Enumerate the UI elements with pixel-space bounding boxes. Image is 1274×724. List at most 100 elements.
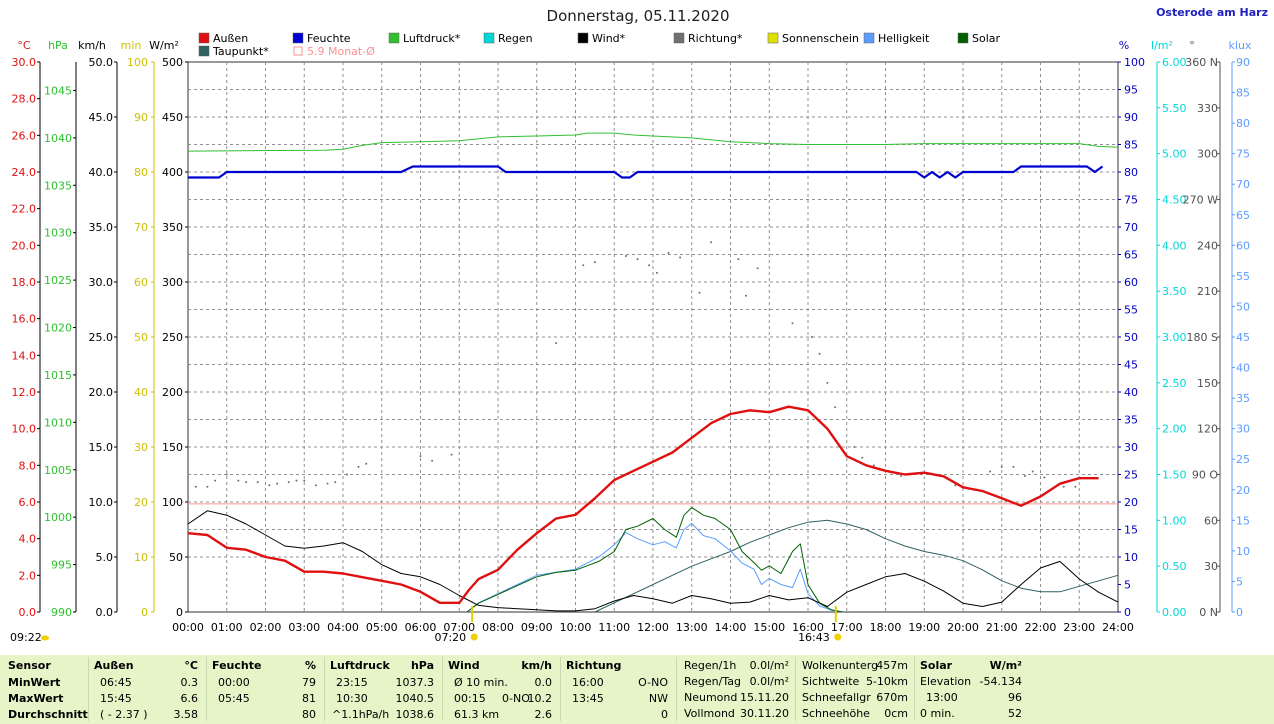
stat-header-luftdruck: Luftdruck bbox=[330, 659, 390, 672]
stat-richtung-d2: NW bbox=[648, 692, 668, 705]
y-tick-label: 30 bbox=[1236, 423, 1250, 436]
stat-regen-1h-value: 0.0l/m² bbox=[749, 659, 789, 672]
y-tick-label: 1045 bbox=[44, 84, 72, 97]
y-tick-label: 450 bbox=[162, 111, 183, 124]
stat-luftdruck-trend: ^1.1hPa/h bbox=[332, 708, 390, 721]
y-tick-label: 10.0 bbox=[89, 496, 114, 509]
stat-regen-tag-label: Regen/Tag bbox=[684, 675, 741, 688]
station-name[interactable]: Osterode am Harz bbox=[1156, 6, 1268, 19]
y-tick-label: 300 bbox=[162, 276, 183, 289]
stat-luftdruck-max: 1040.5 bbox=[395, 692, 435, 705]
y-tick-label: 24.0 bbox=[12, 166, 37, 179]
statistics-panel: Sensor MinWert MaxWert Durchschnitt Auße… bbox=[0, 655, 1274, 724]
richtung-point bbox=[1043, 476, 1046, 479]
stat-solar-time-label: 13:00 bbox=[926, 691, 958, 704]
stat-wind-avg10: Ø 10 min. bbox=[454, 676, 508, 689]
stat-luftdruck-min: 1037.3 bbox=[395, 676, 435, 689]
x-tick-label: 13:00 bbox=[676, 621, 708, 634]
stat-aussen-max: 6.6 bbox=[180, 692, 199, 705]
legend-label-wind: Wind* bbox=[592, 32, 626, 45]
y-tick-label: 0 bbox=[176, 606, 183, 619]
stat-feuchte-min-time: 00:00 bbox=[218, 676, 250, 689]
plot-area: 07:20 16:43 09:22 bbox=[10, 132, 1119, 644]
x-tick-label: 19:00 bbox=[908, 621, 940, 634]
stat-neumond-label: Neumond bbox=[684, 691, 738, 704]
y-axis-unit: hPa bbox=[48, 39, 68, 52]
y-tick-label: 210 bbox=[1197, 285, 1218, 298]
y-tick-label: 1.50 bbox=[1162, 469, 1187, 482]
y-tick-label: 2.00 bbox=[1162, 423, 1187, 436]
y-tick-label: 1015 bbox=[44, 369, 72, 382]
richtung-point bbox=[245, 481, 248, 484]
y-tick-label: 15 bbox=[1124, 524, 1138, 537]
richtung-point bbox=[555, 342, 558, 345]
stat-sicht-label: Sichtweite bbox=[802, 675, 860, 688]
stat-feuchte-min: 79 bbox=[302, 676, 316, 689]
y-tick-label: 55 bbox=[1236, 270, 1250, 283]
sunrise-label: 07:20 bbox=[434, 631, 466, 644]
y-tick-label: 1040 bbox=[44, 132, 72, 145]
y-tick-label: 20.0 bbox=[89, 386, 114, 399]
y-tick-label: 10 bbox=[1124, 551, 1138, 564]
y-tick-label: 5.50 bbox=[1162, 102, 1187, 115]
y-tick-label: 55 bbox=[1124, 304, 1138, 317]
richtung-point bbox=[194, 485, 197, 488]
y-tick-label: 100 bbox=[162, 496, 183, 509]
stat-solar-min-value: 52 bbox=[1008, 707, 1022, 720]
y-tick-label: 0.50 bbox=[1162, 560, 1187, 573]
stat-sicht-value: 5-10km bbox=[865, 675, 908, 688]
stat-header-solar-unit: W/m² bbox=[989, 659, 1022, 672]
stat-richtung-t2: 13:45 bbox=[572, 692, 604, 705]
y-axis-unit: % bbox=[1119, 39, 1129, 52]
stat-luftdruck-avg: 1038.6 bbox=[395, 708, 435, 721]
richtung-point bbox=[834, 406, 837, 409]
stat-solar-min-label: 0 min. bbox=[920, 707, 955, 720]
y-tick-label: 200 bbox=[162, 386, 183, 399]
y-tick-label: 30 bbox=[1124, 441, 1138, 454]
stat-aussen-min: 0.3 bbox=[180, 676, 199, 689]
y-tick-label: 85 bbox=[1124, 139, 1138, 152]
y-axis-unit: min bbox=[121, 39, 142, 52]
richtung-point bbox=[900, 475, 902, 478]
x-tick-label: 20:00 bbox=[947, 621, 979, 634]
stat-wind-max-dir: 0-NO bbox=[502, 692, 530, 705]
richtung-point bbox=[295, 479, 298, 482]
stat-neumond-value: 15.11.20 bbox=[740, 691, 789, 704]
y-tick-label: 330 bbox=[1197, 102, 1218, 115]
y-tick-label: 270 W bbox=[1183, 194, 1218, 207]
y-tick-label: 300 bbox=[1197, 148, 1218, 161]
richtung-point bbox=[276, 482, 279, 485]
y-tick-label: 65 bbox=[1236, 209, 1250, 222]
y-tick-label: 6.00 bbox=[1162, 56, 1187, 69]
x-tick-label: 09:00 bbox=[521, 621, 553, 634]
y-tick-label: 70 bbox=[1236, 178, 1250, 191]
stat-wind-max-time: 00:15 bbox=[454, 692, 486, 705]
y-tick-label: 2.0 bbox=[19, 569, 37, 582]
y-tick-label: 40 bbox=[134, 386, 148, 399]
y-tick-label: 90 bbox=[134, 111, 148, 124]
x-tick-label: 11:00 bbox=[598, 621, 630, 634]
stat-schneehoehe-value: 0cm bbox=[884, 707, 908, 720]
y-tick-label: 990 bbox=[51, 606, 72, 619]
y-tick-label: 20.0 bbox=[12, 239, 37, 252]
stat-aussen-min-time: 06:45 bbox=[100, 676, 132, 689]
stat-solar-time-value: 96 bbox=[1008, 691, 1022, 704]
y-axis-unit: l/m² bbox=[1151, 39, 1173, 52]
richtung-point bbox=[791, 322, 794, 325]
y-tick-label: 45 bbox=[1236, 331, 1250, 344]
y-tick-label: 500 bbox=[162, 56, 183, 69]
y-tick-label: 12.0 bbox=[12, 386, 37, 399]
y-tick-label: 25.0 bbox=[89, 331, 114, 344]
stat-feuchte-max: 81 bbox=[302, 692, 316, 705]
y-tick-label: 20 bbox=[1124, 496, 1138, 509]
legend-swatch-wind bbox=[577, 32, 589, 44]
y-tick-label: 30 bbox=[1204, 560, 1218, 573]
legend-swatch-monat bbox=[293, 46, 303, 56]
y-tick-label: 0.0 bbox=[96, 606, 114, 619]
richtung-point bbox=[826, 381, 829, 384]
weather-chart: Donnerstag, 05.11.2020 Osterode am Harz … bbox=[10, 6, 1268, 644]
y-tick-label: 1005 bbox=[44, 464, 72, 477]
richtung-point bbox=[679, 256, 682, 259]
richtung-point bbox=[756, 267, 759, 270]
y-tick-label: 8.0 bbox=[19, 459, 37, 472]
